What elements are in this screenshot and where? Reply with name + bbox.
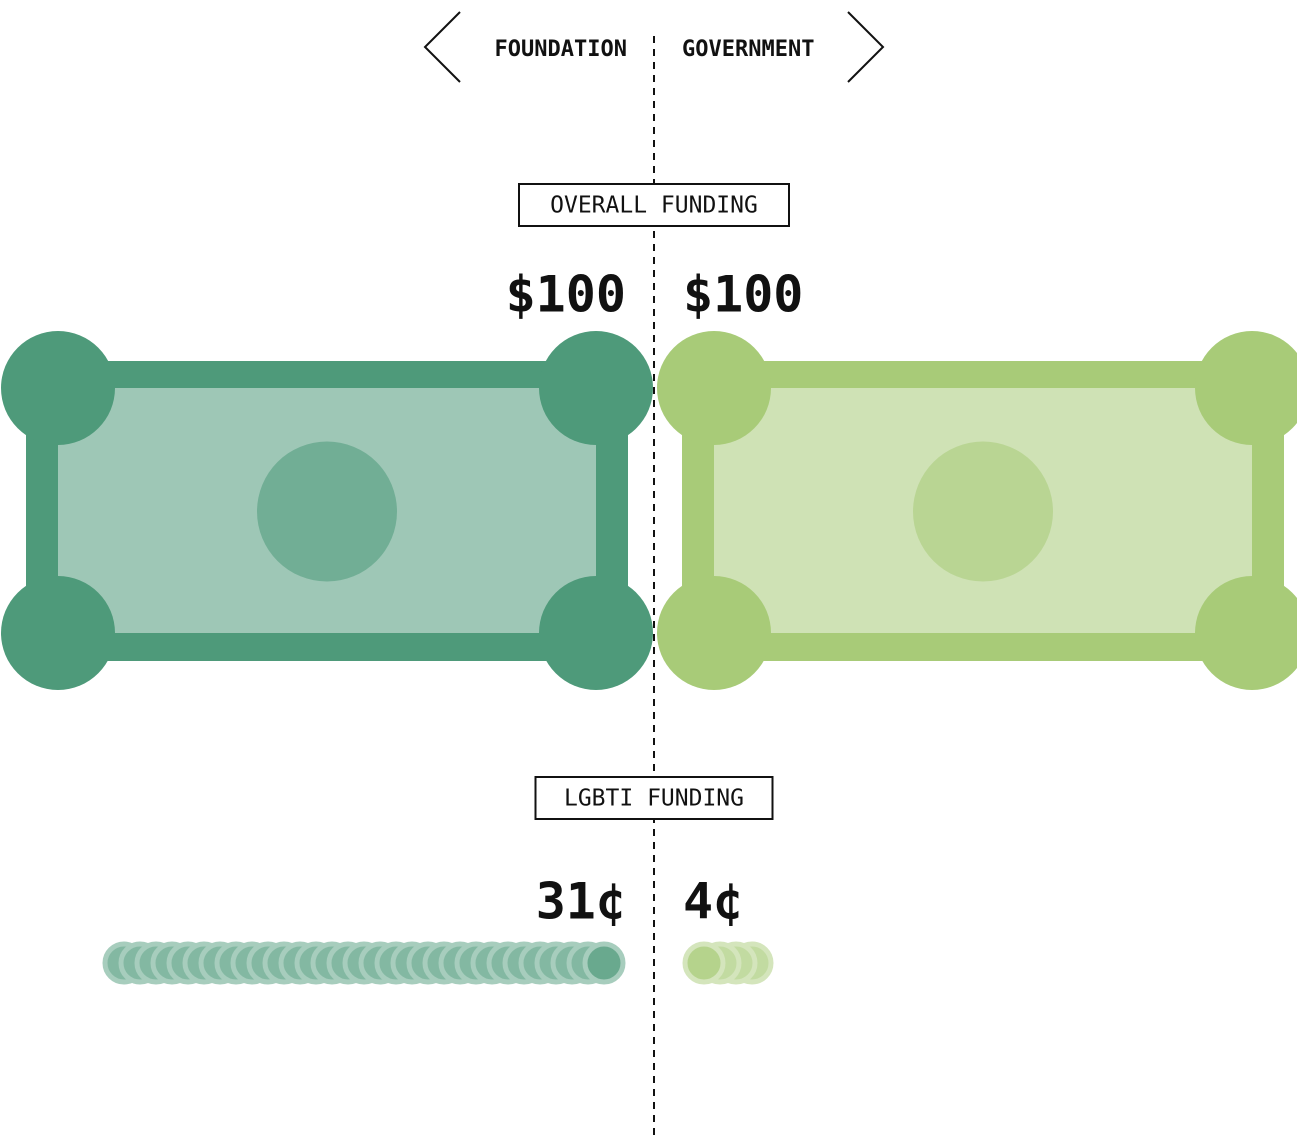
bill-corner: [657, 576, 771, 690]
coin: [682, 941, 726, 985]
bill: [1, 331, 653, 690]
side-label: FOUNDATION: [495, 37, 627, 62]
bill-corner: [1195, 576, 1297, 690]
left-arrow: [423, 11, 461, 83]
bill-seal: [913, 441, 1053, 582]
amount: $100: [683, 266, 803, 324]
coin: [582, 941, 626, 985]
bill-corner: [539, 576, 653, 690]
bill-corner: [539, 331, 653, 445]
right-arrow: [847, 11, 885, 83]
bill: [657, 331, 1297, 690]
amount: $100: [506, 266, 626, 324]
bill-corner: [1, 576, 115, 690]
amount: 31¢: [536, 873, 626, 931]
panel-label: LGBTI FUNDING: [564, 786, 744, 812]
bill-seal: [257, 441, 397, 582]
side-label: GOVERNMENT: [682, 37, 814, 62]
bill-corner: [1195, 331, 1297, 445]
panel-label-box: [518, 183, 790, 227]
bill-corner: [657, 331, 771, 445]
panel-label: OVERALL FUNDING: [550, 193, 758, 219]
panel-label-box: [534, 776, 774, 820]
bill-corner: [1, 331, 115, 445]
amount: 4¢: [683, 873, 743, 931]
